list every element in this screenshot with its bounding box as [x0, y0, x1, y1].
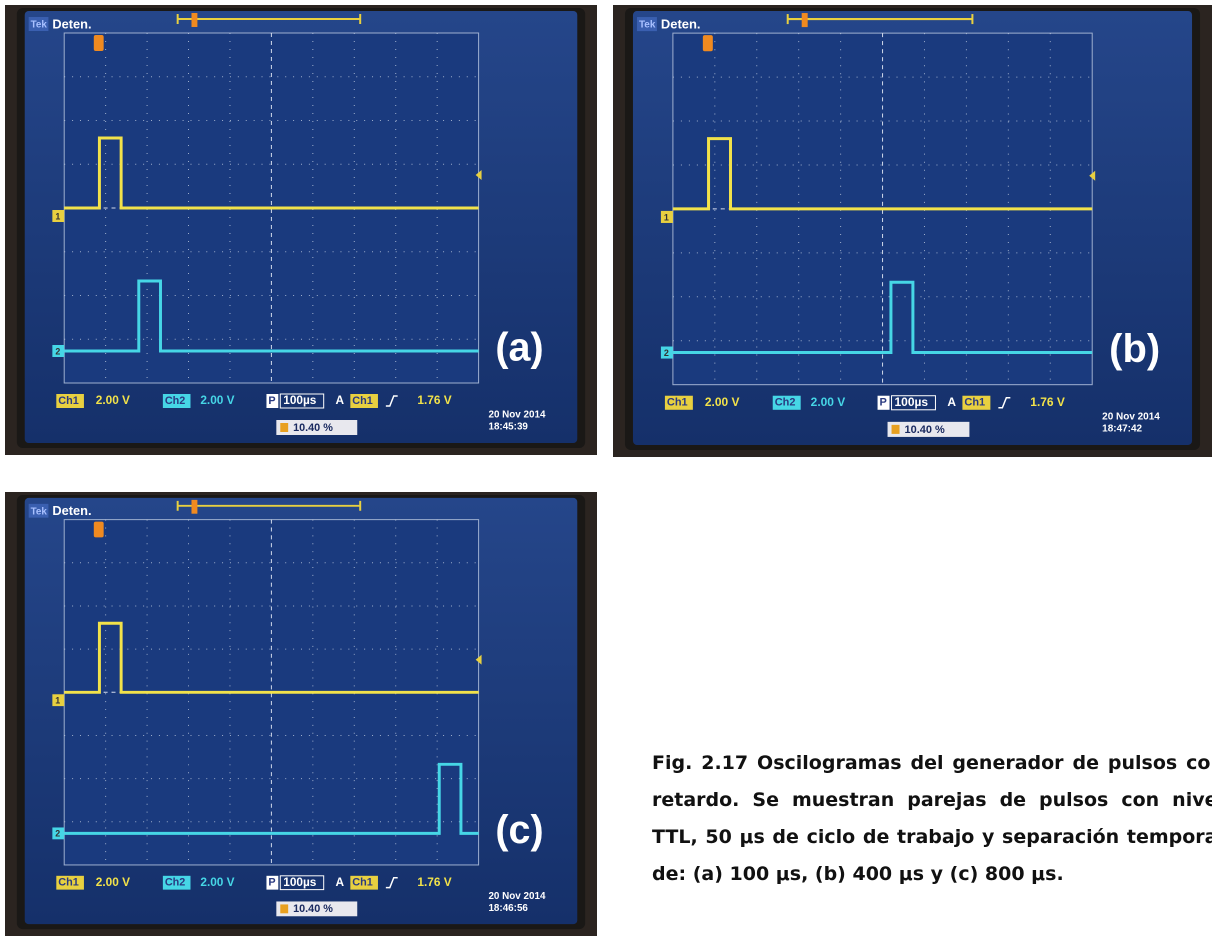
ch1-marker: 1	[55, 211, 60, 221]
date: 20 Nov 2014	[1102, 411, 1160, 422]
trigger-source: Ch1	[352, 877, 373, 889]
page: Tek Deten. 1 2 Ch1 2.00 V Ch2 2.00 V P 100µs A Ch1 1…	[0, 0, 1212, 939]
duty: 10.40 %	[905, 424, 945, 436]
brand: Tek	[639, 20, 656, 31]
record-marker	[191, 500, 197, 514]
panel-label: (a)	[495, 325, 543, 369]
oscilloscope-photo: Tek Deten. 1 2 Ch1 2.00 V Ch2 2.00 V P 100µs A Ch1 1…	[613, 5, 1212, 457]
duty: 10.40 %	[293, 422, 333, 434]
ch2-scale: 2.00 V	[811, 395, 846, 409]
ch1-name: Ch1	[58, 877, 79, 889]
duty-icon	[280, 904, 288, 913]
acquisition-status: Deten.	[661, 17, 701, 32]
timebase-prefix: P	[880, 397, 887, 409]
ch2-marker: 2	[664, 348, 669, 358]
brand: Tek	[31, 20, 48, 31]
time: 18:46:56	[488, 903, 528, 914]
date: 20 Nov 2014	[488, 410, 545, 421]
ch2-scale: 2.00 V	[200, 875, 234, 889]
record-marker	[191, 13, 197, 27]
ch1-marker: 1	[664, 212, 669, 222]
timebase-prefix: P	[268, 877, 275, 889]
ch2-name: Ch2	[775, 397, 796, 409]
ch2-marker: 2	[55, 346, 60, 356]
caption-box: Fig. 2.17 Oscilogramas del generador de …	[652, 745, 1212, 930]
duty-icon	[892, 425, 900, 434]
brand: Tek	[31, 506, 48, 517]
timebase-prefix: P	[268, 395, 275, 407]
trigger-level: 1.76 V	[1030, 395, 1065, 409]
trigger-source: Ch1	[964, 397, 985, 409]
date: 20 Nov 2014	[488, 891, 546, 902]
ch2-name: Ch2	[165, 877, 186, 889]
oscilloscope-photo: Tek Deten. 1 2 Ch1 2.00 V Ch2 2.00 V P 100µs A Ch1 1…	[5, 492, 597, 936]
ch1-marker: 1	[55, 696, 60, 706]
trigger-source: Ch1	[352, 395, 372, 407]
trigger-prefix: A	[947, 395, 956, 409]
ch1-name: Ch1	[58, 395, 78, 407]
ch1-scale: 2.00 V	[96, 875, 130, 889]
trigger-marker	[94, 522, 104, 538]
ch1-name: Ch1	[667, 397, 688, 409]
time: 18:47:42	[1102, 423, 1142, 434]
time: 18:45:39	[488, 422, 528, 433]
trigger-level: 1.76 V	[417, 875, 451, 889]
ch1-scale: 2.00 V	[96, 393, 130, 407]
trigger-prefix: A	[336, 393, 345, 407]
timebase: 100µs	[895, 395, 929, 409]
ch2-name: Ch2	[165, 395, 185, 407]
ch2-marker: 2	[55, 829, 60, 839]
duty: 10.40 %	[293, 903, 333, 915]
trigger-marker	[703, 35, 713, 51]
panel-label: (c)	[495, 808, 543, 852]
oscilloscope-photo: Tek Deten. 1 2 Ch1 2.00 V Ch2 2.00 V P 100µs A Ch1 1…	[5, 5, 597, 455]
trigger-level: 1.76 V	[417, 393, 451, 407]
ch2-scale: 2.00 V	[200, 393, 234, 407]
ch1-scale: 2.00 V	[705, 395, 740, 409]
timebase: 100µs	[283, 875, 317, 889]
trigger-marker	[94, 35, 104, 51]
acquisition-status: Deten.	[52, 503, 91, 518]
panel-label: (b)	[1109, 327, 1160, 371]
trigger-prefix: A	[336, 875, 345, 889]
caption: Fig. 2.17 Oscilogramas del generador de …	[652, 745, 1212, 893]
duty-icon	[280, 423, 288, 432]
acquisition-status: Deten.	[52, 16, 91, 31]
timebase: 100µs	[283, 393, 316, 407]
record-marker	[802, 13, 808, 27]
